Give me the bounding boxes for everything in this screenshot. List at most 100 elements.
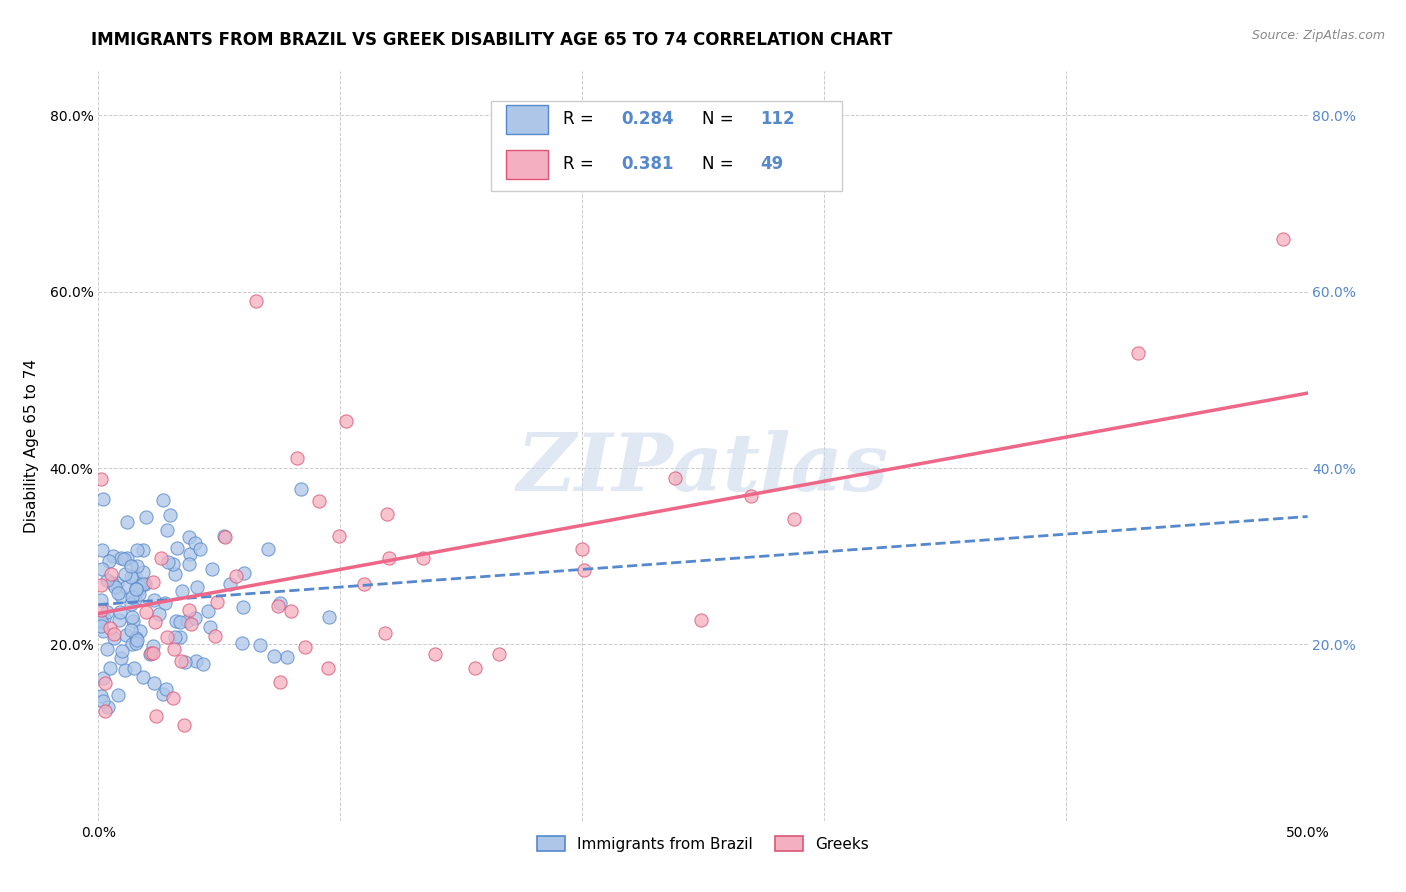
Point [91, 491, 114, 506]
Point [101, 576, 124, 591]
Text: ZIPatlas: ZIPatlas [517, 430, 889, 508]
Point [378, 551, 401, 566]
Point [117, 515, 139, 529]
Point [124, 569, 146, 583]
Point [177, 557, 200, 571]
Point [214, 530, 236, 544]
Point [132, 542, 155, 557]
Point [121, 637, 143, 651]
Point [100, 566, 122, 581]
Point [276, 650, 298, 665]
Point [108, 613, 131, 627]
Point [163, 641, 186, 656]
Point [572, 563, 595, 577]
Point [124, 661, 146, 675]
Text: Source: ZipAtlas.com: Source: ZipAtlas.com [1251, 29, 1385, 42]
Point [318, 610, 340, 624]
Point [112, 552, 135, 566]
Point [105, 575, 128, 590]
Point [184, 654, 207, 668]
Point [120, 570, 142, 584]
Point [94, 704, 117, 718]
FancyBboxPatch shape [492, 102, 842, 191]
Point [269, 674, 291, 689]
Point [374, 626, 396, 640]
Point [90, 578, 112, 592]
Point [96, 605, 118, 619]
Point [172, 583, 194, 598]
Point [104, 580, 127, 594]
Point [162, 558, 184, 572]
Point [689, 613, 711, 627]
Point [125, 542, 148, 557]
Point [124, 631, 146, 645]
Text: R =: R = [562, 155, 599, 173]
Point [285, 451, 308, 466]
Point [135, 510, 157, 524]
Point [263, 649, 285, 664]
Point [142, 639, 165, 653]
Point [128, 578, 150, 592]
Point [225, 569, 247, 583]
Point [173, 717, 195, 731]
Point [163, 630, 186, 644]
Point [103, 631, 125, 645]
Point [162, 690, 184, 705]
Point [127, 632, 149, 647]
Point [124, 592, 146, 607]
Point [294, 640, 316, 655]
Point [488, 647, 510, 661]
Y-axis label: Disability Age 65 to 74: Disability Age 65 to 74 [24, 359, 38, 533]
Point [155, 681, 177, 696]
Point [110, 589, 132, 603]
Point [135, 605, 157, 619]
Point [125, 582, 148, 596]
Point [120, 559, 142, 574]
Point [169, 630, 191, 644]
Point [166, 541, 188, 556]
Text: 49: 49 [759, 155, 783, 173]
Point [98, 554, 121, 568]
Point [197, 604, 219, 618]
Point [165, 566, 187, 581]
Point [121, 610, 143, 624]
Text: N =: N = [702, 111, 738, 128]
Text: N =: N = [702, 155, 738, 173]
Point [267, 599, 290, 613]
Text: 112: 112 [759, 111, 794, 128]
Point [114, 663, 136, 677]
Point [353, 577, 375, 591]
Point [90, 614, 112, 628]
Text: R =: R = [562, 111, 599, 128]
Point [198, 619, 221, 633]
Point [91, 624, 114, 638]
FancyBboxPatch shape [506, 105, 548, 134]
Point [128, 587, 150, 601]
Point [115, 628, 138, 642]
Text: IMMIGRANTS FROM BRAZIL VS GREEK DISABILITY AGE 65 TO 74 CORRELATION CHART: IMMIGRANTS FROM BRAZIL VS GREEK DISABILI… [91, 31, 893, 49]
Point [183, 611, 205, 625]
Point [115, 551, 138, 566]
Point [120, 623, 142, 637]
Point [98, 621, 121, 635]
Point [110, 650, 132, 665]
Point [114, 567, 136, 582]
Point [142, 593, 165, 607]
Point [204, 629, 226, 643]
Point [97, 700, 120, 714]
Point [412, 550, 434, 565]
Point [139, 646, 162, 660]
Point [125, 558, 148, 573]
Point [318, 661, 340, 675]
Point [156, 523, 179, 537]
Point [177, 603, 200, 617]
Point [232, 566, 254, 581]
Point [90, 619, 112, 633]
Point [169, 615, 191, 629]
Point [142, 647, 165, 661]
Point [127, 582, 149, 597]
Point [1128, 346, 1150, 360]
Point [423, 647, 446, 661]
Point [134, 577, 156, 591]
Point [101, 549, 124, 563]
